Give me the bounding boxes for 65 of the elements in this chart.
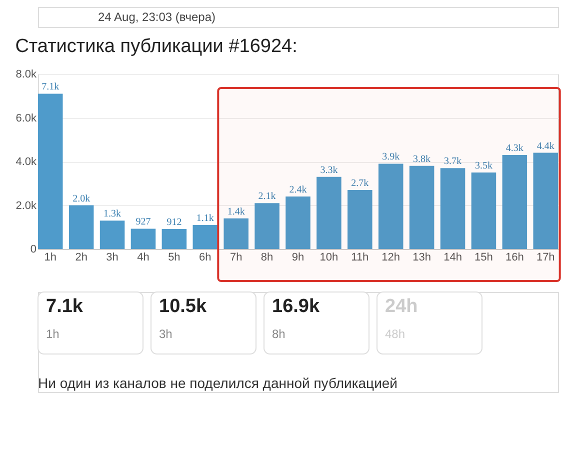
x-tick-label: 14h xyxy=(444,252,462,264)
text: 10.5k xyxy=(159,296,207,317)
bar xyxy=(286,196,310,249)
bar xyxy=(130,228,156,249)
x-tick-label: 17h xyxy=(536,252,555,264)
data-label: 2.1k xyxy=(258,191,276,202)
x-tick-label: 13h xyxy=(412,252,431,264)
text: 3h xyxy=(159,327,172,341)
x-tick-label: 4h xyxy=(137,252,150,264)
x-tick-label: 2h xyxy=(75,252,88,264)
bar xyxy=(254,203,280,249)
x-tick-label: 11h xyxy=(351,252,369,264)
data-label: 1.4k xyxy=(227,206,245,218)
bar xyxy=(316,176,342,249)
data-label: 3.3k xyxy=(320,164,338,176)
x-tick-label: 16h xyxy=(505,252,524,264)
bar xyxy=(100,220,125,249)
text: Ни один из каналов не поделился данной публикацией xyxy=(38,375,398,391)
bar xyxy=(348,190,372,249)
bar xyxy=(224,218,248,249)
text: 1h xyxy=(46,327,60,341)
y-tick-label: 6.0k xyxy=(16,112,37,124)
bar xyxy=(440,168,466,249)
bar xyxy=(378,164,404,249)
x-tick-label: 7h xyxy=(230,252,242,264)
bar xyxy=(162,229,187,249)
data-label: 4.4k xyxy=(536,140,554,152)
x-tick-label: 1h xyxy=(44,252,57,264)
data-label: 3.7k xyxy=(444,156,462,168)
data-label: 2.4k xyxy=(289,184,307,196)
text: 24 Aug, 23:03 (вчера) xyxy=(98,10,216,24)
bar xyxy=(409,166,434,249)
x-tick-label: 12h xyxy=(382,252,400,264)
data-label: 2.7k xyxy=(351,178,369,189)
y-tick-label: 8.0k xyxy=(16,68,37,80)
bar xyxy=(68,205,94,249)
data-label: 4.3k xyxy=(506,142,524,154)
bar xyxy=(471,172,496,249)
data-label: 3.8k xyxy=(413,154,431,165)
text: 7.1k xyxy=(46,296,84,317)
y-tick-label: 4.0k xyxy=(16,156,37,168)
y-tick-label: 2.0k xyxy=(16,200,37,212)
x-tick-label: 15h xyxy=(474,252,493,264)
data-label: 3.5k xyxy=(474,160,492,172)
chart-title: Статистика публикации #16924: xyxy=(15,36,298,57)
bar xyxy=(533,152,558,249)
data-label: 3.9k xyxy=(382,152,400,163)
x-tick-label: 6h xyxy=(199,252,212,264)
bar xyxy=(38,94,63,249)
x-tick-label: 3h xyxy=(106,252,118,264)
y-tick-label: 0 xyxy=(30,244,36,256)
x-tick-label: 9h xyxy=(292,252,304,264)
data-label: 927 xyxy=(136,216,151,228)
bar xyxy=(502,154,528,249)
data-label: 2.0k xyxy=(72,193,90,204)
text: 8h xyxy=(272,327,286,341)
text: 16.9k xyxy=(272,296,320,317)
data-label: 1.1k xyxy=(196,212,214,224)
bar xyxy=(192,224,218,249)
x-tick-label: 10h xyxy=(320,252,338,264)
x-tick-label: 5h xyxy=(168,252,180,264)
data-label: 7.1k xyxy=(42,82,60,93)
x-tick-label: 8h xyxy=(260,252,274,264)
data-label: 912 xyxy=(166,217,182,228)
data-label: 1.3k xyxy=(104,208,122,220)
